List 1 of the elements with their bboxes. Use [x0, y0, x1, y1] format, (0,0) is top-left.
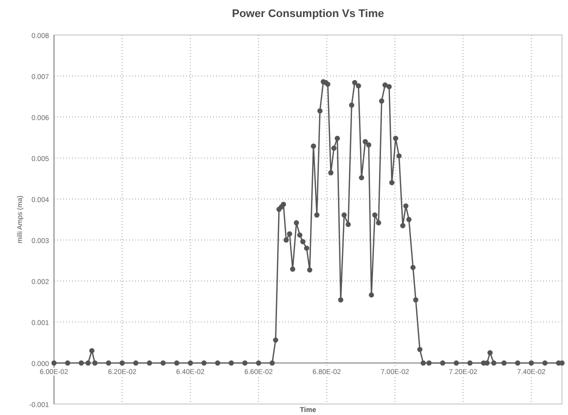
chart-title: Power Consumption Vs Time	[232, 8, 384, 20]
